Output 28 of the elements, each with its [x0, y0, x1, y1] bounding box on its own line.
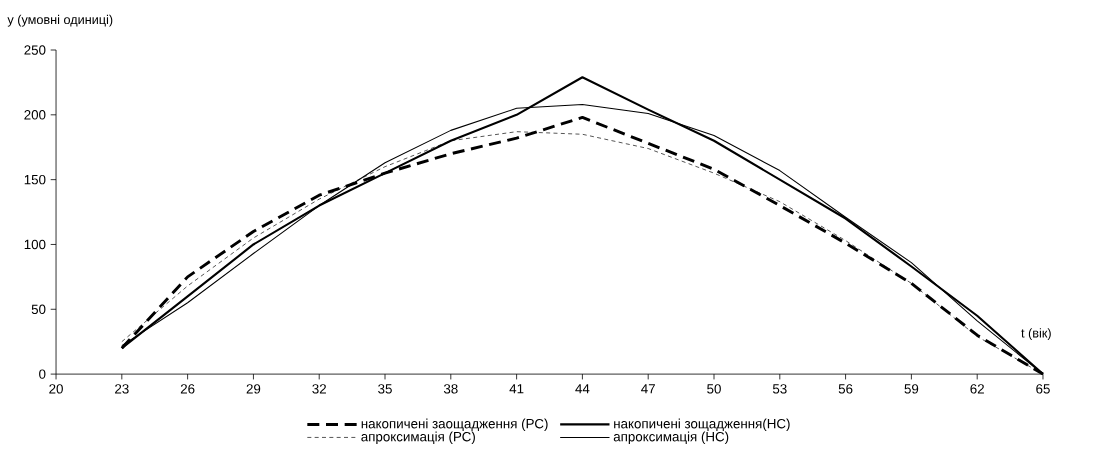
legend-label: апроксимація (НС): [613, 431, 729, 444]
legend-label: накопичені зощадження(НС): [614, 418, 790, 431]
y-tick-label: 150: [24, 174, 46, 185]
y-tick-label: 50: [31, 304, 46, 314]
x-tick-label: 26: [180, 384, 195, 394]
x-tick-label: 23: [115, 384, 129, 394]
legend-label: апроксимація (РС): [361, 431, 475, 444]
x-tick-label: 47: [641, 384, 655, 394]
y-axis-title: y (умовні одиниці): [7, 14, 113, 27]
x-tick-label: 56: [838, 384, 853, 394]
x-tick-label: 59: [904, 384, 919, 394]
x-tick-label: 41: [509, 384, 524, 394]
y-tick-label: 100: [24, 239, 46, 250]
x-tick-label: 20: [49, 384, 63, 394]
x-tick-label: 32: [312, 384, 326, 394]
x-tick-label: 29: [246, 384, 261, 394]
x-axis-title: t (вік): [1021, 328, 1051, 340]
x-tick-label: 53: [772, 384, 787, 394]
legend-label: накопичені заощадження (РС): [361, 418, 548, 431]
x-tick-label: 62: [970, 384, 984, 394]
x-tick-label: 38: [443, 384, 458, 394]
x-tick-label: 44: [575, 384, 590, 394]
x-tick-label: 35: [378, 384, 392, 394]
x-tick-label: 50: [707, 384, 721, 394]
x-tick-label: 65: [1036, 384, 1050, 394]
y-tick-label: 0: [39, 369, 46, 379]
y-tick-label: 200: [24, 110, 46, 120]
y-tick-label: 250: [24, 45, 46, 55]
